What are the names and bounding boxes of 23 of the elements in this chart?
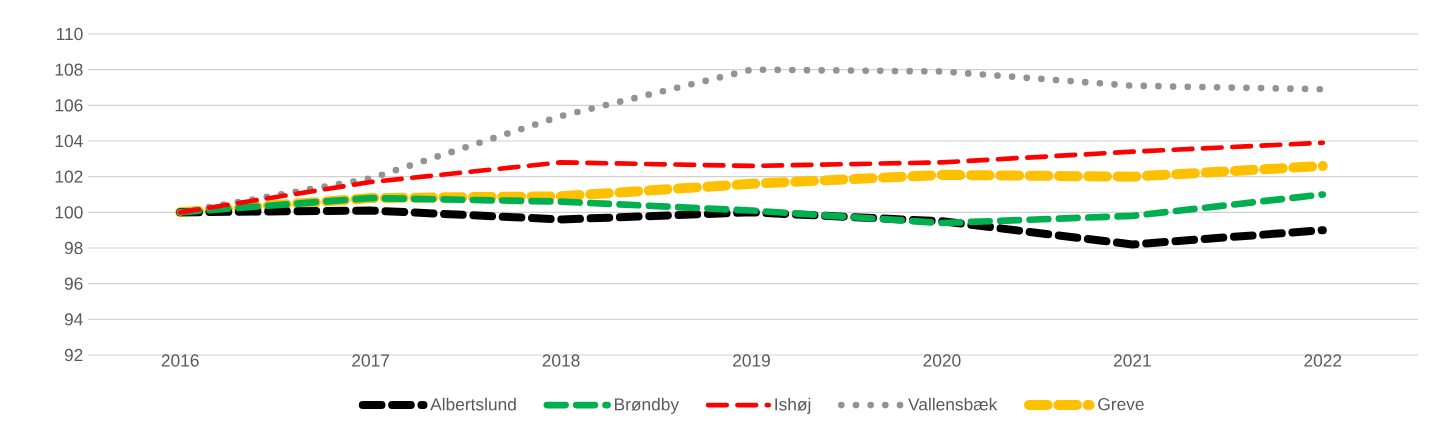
y-tick-label: 96 bbox=[64, 277, 83, 290]
legend-label: Greve bbox=[1098, 398, 1144, 411]
x-tick-label: 2022 bbox=[1304, 354, 1342, 367]
y-tick-label: 108 bbox=[55, 63, 83, 76]
y-tick-label: 106 bbox=[55, 99, 83, 112]
x-tick-label: 2016 bbox=[161, 354, 199, 367]
x-tick-label: 2018 bbox=[542, 354, 580, 367]
y-tick-label: 102 bbox=[55, 170, 83, 183]
y-tick-label: 94 bbox=[64, 313, 83, 326]
y-tick-label: 98 bbox=[64, 241, 83, 255]
y-tick-label: 100 bbox=[55, 206, 83, 219]
x-tick-label: 2019 bbox=[733, 354, 770, 367]
x-tick-label: 2020 bbox=[923, 354, 961, 367]
line-series bbox=[177, 140, 1326, 215]
x-tick-label: 2021 bbox=[1113, 354, 1151, 367]
legend-label: Vallensbæk bbox=[908, 397, 998, 411]
y-tick-label: 104 bbox=[55, 134, 83, 148]
x-tick-label: 2017 bbox=[352, 354, 390, 367]
legend-label: Brøndby bbox=[615, 397, 680, 414]
legend-label: Albertslund bbox=[430, 397, 516, 411]
legend-label: Ishøj bbox=[775, 397, 811, 414]
y-tick-label: 92 bbox=[64, 348, 83, 362]
y-tick-label: 110 bbox=[56, 27, 83, 41]
